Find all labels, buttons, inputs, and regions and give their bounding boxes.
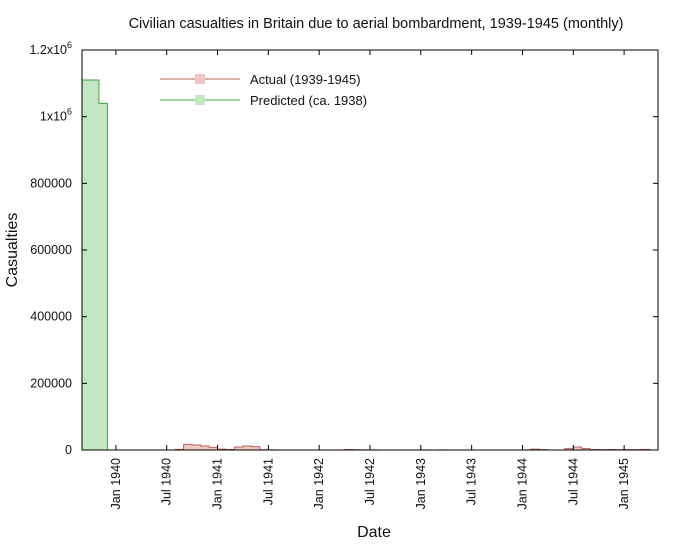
series-1-bar	[251, 446, 260, 450]
legend-label: Predicted (ca. 1938)	[250, 93, 367, 108]
series-layer	[81, 79, 651, 451]
x-tick-label: Jul 1944	[566, 458, 580, 505]
y-tick-label: 1.2x106	[29, 40, 72, 57]
x-tick-label: Jan 1941	[211, 458, 225, 509]
x-tick-label: Jan 1940	[109, 458, 123, 509]
plot-frame	[81, 49, 659, 451]
y-tick-label-exponent: 6	[67, 40, 72, 50]
series-2-bar	[90, 80, 99, 450]
x-tick-label: Jul 1942	[363, 458, 377, 505]
series-2	[81, 79, 108, 450]
legend-item: Predicted (ca. 1938)	[160, 93, 367, 108]
x-tick-label: Jan 1944	[515, 458, 529, 509]
x-tick-label: Jan 1945	[617, 458, 631, 509]
series-1	[174, 443, 651, 451]
x-tick-label: Jul 1941	[261, 458, 275, 505]
legend-item: Actual (1939-1945)	[160, 72, 361, 87]
series-2-bar	[82, 80, 91, 450]
x-axis-label: Date	[357, 524, 391, 541]
legend-label: Actual (1939-1945)	[250, 72, 361, 87]
y-axis: 0 200000 400000 600000 800000 1x106 1.2x106	[29, 40, 658, 457]
y-tick-label: 200000	[30, 376, 72, 390]
x-tick-label: Jan 1943	[414, 458, 428, 509]
series-1-bar	[564, 448, 574, 450]
y-axis-label: Casualties	[4, 213, 21, 288]
series-1-bar	[200, 446, 210, 450]
y-tick-label: 0	[65, 443, 72, 457]
series-1-bar	[183, 444, 193, 450]
x-tick-label: Jul 1943	[465, 458, 479, 505]
chart-title: Civilian casualties in Britain due to ae…	[129, 16, 624, 32]
legend: Actual (1939-1945) Predicted (ca. 1938)	[160, 72, 367, 108]
series-1-bar	[192, 445, 201, 450]
series-1-bar	[234, 447, 243, 450]
x-tick-label: Jul 1940	[160, 458, 174, 505]
series-1-bar	[581, 448, 591, 450]
y-tick-label-exponent: 6	[67, 107, 72, 117]
series-2-bar	[98, 103, 108, 450]
x-axis: Jan 1940 Jul 1940 Jan 1941 Jul 1941 Jan 1942…	[109, 50, 631, 509]
series-1-bar	[573, 447, 582, 450]
y-tick-label: 400000	[30, 310, 72, 324]
legend-swatch	[195, 95, 205, 105]
legend-swatch	[195, 74, 205, 84]
series-1-bar	[209, 447, 218, 450]
y-tick-label: 600000	[30, 243, 72, 257]
series-1-bar	[242, 446, 252, 450]
y-tick-label: 1x106	[40, 107, 72, 124]
y-tick-label: 800000	[30, 176, 72, 190]
x-tick-label: Jan 1942	[312, 458, 326, 509]
